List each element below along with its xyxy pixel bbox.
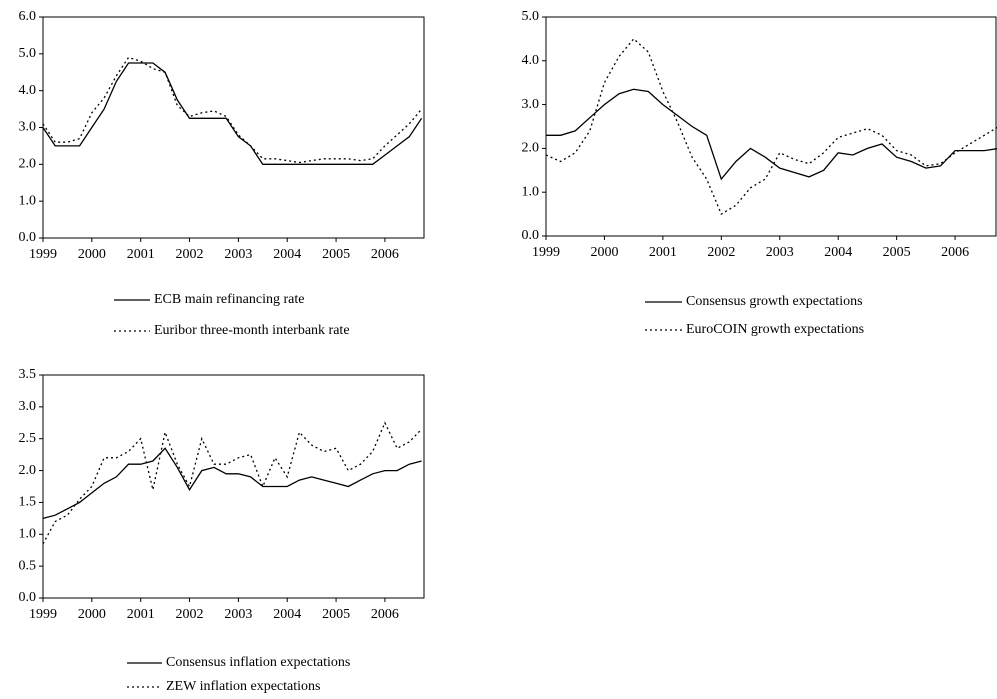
x-tick-label: 2002 [707, 245, 735, 260]
y-tick-label: 1.0 [19, 527, 37, 542]
x-tick-label: 2005 [322, 607, 350, 622]
x-tick-label: 2000 [78, 247, 106, 262]
series-line [546, 88, 997, 181]
x-tick-label: 2004 [273, 607, 301, 622]
y-tick-label: 2.0 [19, 463, 37, 478]
legend-label: ZEW inflation expectations [166, 679, 320, 694]
series-line [42, 62, 423, 165]
x-tick-label: 2004 [824, 245, 852, 260]
y-tick-label: 5.0 [19, 46, 37, 61]
x-tick-label: 2004 [273, 247, 301, 262]
y-tick-label: 0.0 [19, 230, 37, 245]
legend-label: Consensus growth expectations [686, 294, 863, 309]
x-tick-label: 2006 [371, 247, 399, 262]
legend-label: ECB main refinancing rate [154, 292, 304, 307]
y-tick-label: 4.0 [522, 53, 540, 68]
y-tick-label: 1.5 [19, 495, 37, 510]
x-tick-label: 2001 [127, 607, 155, 622]
y-tick-label: 1.0 [19, 193, 37, 208]
y-tick-label: 6.0 [19, 9, 37, 24]
plot-frame [545, 16, 997, 237]
y-tick-label: 4.0 [19, 83, 37, 98]
legend-label: Consensus inflation expectations [166, 655, 350, 670]
x-tick-label: 2005 [322, 247, 350, 262]
x-tick-label: 1999 [29, 607, 57, 622]
x-tick-label: 2005 [883, 245, 911, 260]
y-tick-label: 0.0 [522, 228, 540, 243]
y-tick-label: 0.0 [19, 590, 37, 605]
x-tick-label: 2000 [78, 607, 106, 622]
y-tick-label: 2.0 [19, 157, 37, 172]
y-tick-label: 3.5 [19, 367, 37, 382]
x-tick-label: 2006 [371, 607, 399, 622]
y-tick-label: 5.0 [522, 9, 540, 24]
series-line [42, 421, 423, 545]
x-tick-label: 2002 [176, 607, 204, 622]
x-tick-label: 2002 [176, 247, 204, 262]
y-tick-label: 0.5 [19, 558, 37, 573]
series-line [42, 56, 423, 164]
series-line [42, 447, 422, 520]
x-tick-label: 2003 [224, 247, 252, 262]
y-tick-label: 3.0 [19, 399, 37, 414]
y-tick-label: 2.0 [522, 141, 540, 156]
x-tick-label: 2000 [590, 245, 618, 260]
x-tick-label: 1999 [532, 245, 560, 260]
legend-label: EuroCOIN growth expectations [686, 322, 864, 337]
y-tick-label: 1.0 [522, 184, 540, 199]
x-tick-label: 2003 [766, 245, 794, 260]
plot-frame [42, 374, 425, 599]
x-tick-label: 2006 [941, 245, 969, 260]
x-tick-label: 2001 [127, 247, 155, 262]
x-tick-label: 1999 [29, 247, 57, 262]
x-tick-label: 2001 [649, 245, 677, 260]
series-line [545, 37, 997, 216]
legend-label: Euribor three-month interbank rate [154, 323, 350, 338]
x-tick-label: 2003 [224, 607, 252, 622]
y-tick-label: 3.0 [522, 97, 540, 112]
y-tick-label: 2.5 [19, 431, 37, 446]
y-tick-label: 3.0 [19, 120, 37, 135]
